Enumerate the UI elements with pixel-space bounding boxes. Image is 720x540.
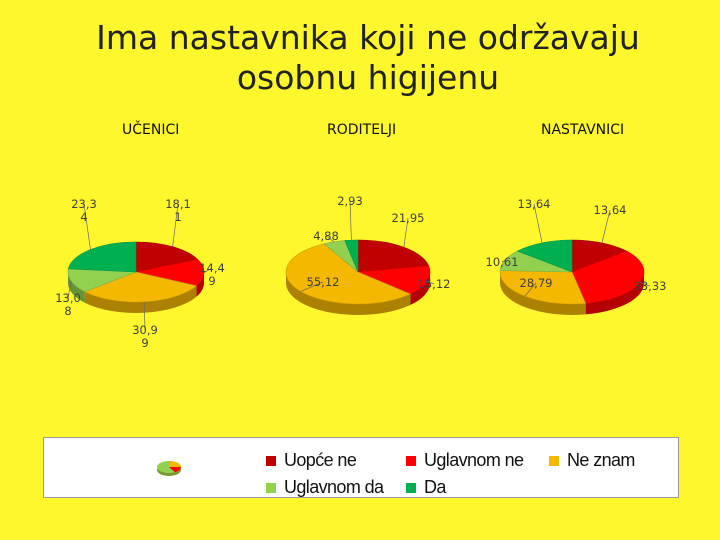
legend-label: Da — [424, 477, 446, 497]
title-line-2: osobnu higijenu — [236, 58, 500, 97]
leader-line — [349, 200, 352, 241]
title-line-1: Ima nastavnika koji ne održavaju — [96, 18, 640, 57]
leader-line — [172, 203, 179, 247]
leader-line — [403, 217, 409, 248]
data-label: 30,9 9 — [132, 323, 158, 350]
data-label: 33,33 — [634, 279, 667, 293]
legend-item-ne-znam: Ne znam — [549, 450, 635, 471]
chart-title-ucenici: UČENICI — [122, 122, 180, 138]
legend-label: Uglavnom ne — [424, 450, 524, 470]
data-label: 13,0 8 — [55, 291, 81, 318]
legend-swatch — [266, 482, 276, 493]
pie-slice — [571, 239, 628, 273]
legend-swatch — [549, 455, 559, 466]
data-label: 13,64 — [594, 203, 627, 217]
pie-slice-side — [84, 285, 197, 314]
data-label: 28,79 — [520, 276, 553, 290]
slide-title: Ima nastavnika koji ne održavaju osobnu … — [0, 18, 720, 98]
data-label: 14,4 9 — [199, 261, 225, 288]
data-label: 2,93 — [337, 194, 363, 208]
pie-slice-side — [68, 272, 85, 303]
leader-line — [426, 280, 435, 285]
data-label: 13,64 — [518, 197, 551, 211]
pie-slice-side — [585, 272, 644, 315]
leader-line — [601, 209, 611, 243]
leader-line — [639, 282, 651, 287]
leader-line — [67, 280, 72, 299]
leader-line — [300, 281, 324, 292]
leader-line — [325, 235, 335, 243]
legend-swatch — [406, 482, 416, 493]
data-label: 23,3 4 — [71, 197, 97, 224]
legend-label: Ne znam — [567, 450, 635, 470]
legend-label: Uglavnom da — [284, 477, 384, 497]
pie-slice — [67, 268, 137, 293]
pie-slice — [516, 239, 573, 273]
pie-slice — [344, 239, 359, 273]
legend-item-uglavnom-da: Uglavnom da — [266, 477, 384, 498]
legend-label: Uopće ne — [284, 450, 357, 470]
data-label: 55,12 — [307, 275, 340, 289]
leader-line — [524, 282, 537, 297]
pie-slice — [67, 241, 137, 273]
chart-title-roditelji: RODITELJI — [327, 122, 397, 138]
pie-chart-1: 21,95 15,12 55,12 4,88 2,93 — [285, 194, 451, 316]
pie-slice — [357, 265, 431, 295]
legend: Uopće ne Uglavnom ne Ne znam Uglavnom da… — [43, 437, 679, 498]
data-label: 4,88 — [313, 229, 339, 243]
data-label: 10,61 — [486, 255, 519, 269]
legend-swatch — [406, 455, 416, 466]
pie-legend-icon — [157, 461, 181, 476]
data-label: 21,95 — [392, 211, 425, 225]
legend-swatch — [266, 455, 276, 466]
leader-line — [501, 259, 506, 263]
leader-line — [203, 267, 213, 273]
data-label: 18,1 1 — [165, 197, 191, 224]
leader-line — [533, 203, 543, 243]
leader-line — [143, 301, 146, 331]
pie-slice-side — [286, 272, 411, 316]
leader-line — [83, 203, 91, 250]
data-label: 15,12 — [418, 277, 451, 291]
pie-chart-0: 18,1 1 14,4 9 30,9 9 13,0 8 23,3 4 — [55, 197, 225, 350]
legend-item-da: Da — [406, 477, 446, 498]
chart-title-nastavnici: NASTAVNICI — [541, 122, 625, 138]
pie-slice — [357, 239, 430, 273]
legend-item-uglavnom-ne: Uglavnom ne — [406, 450, 524, 471]
legend-item-uopce-ne: Uopće ne — [266, 450, 357, 471]
pie-slice-side — [196, 272, 204, 297]
